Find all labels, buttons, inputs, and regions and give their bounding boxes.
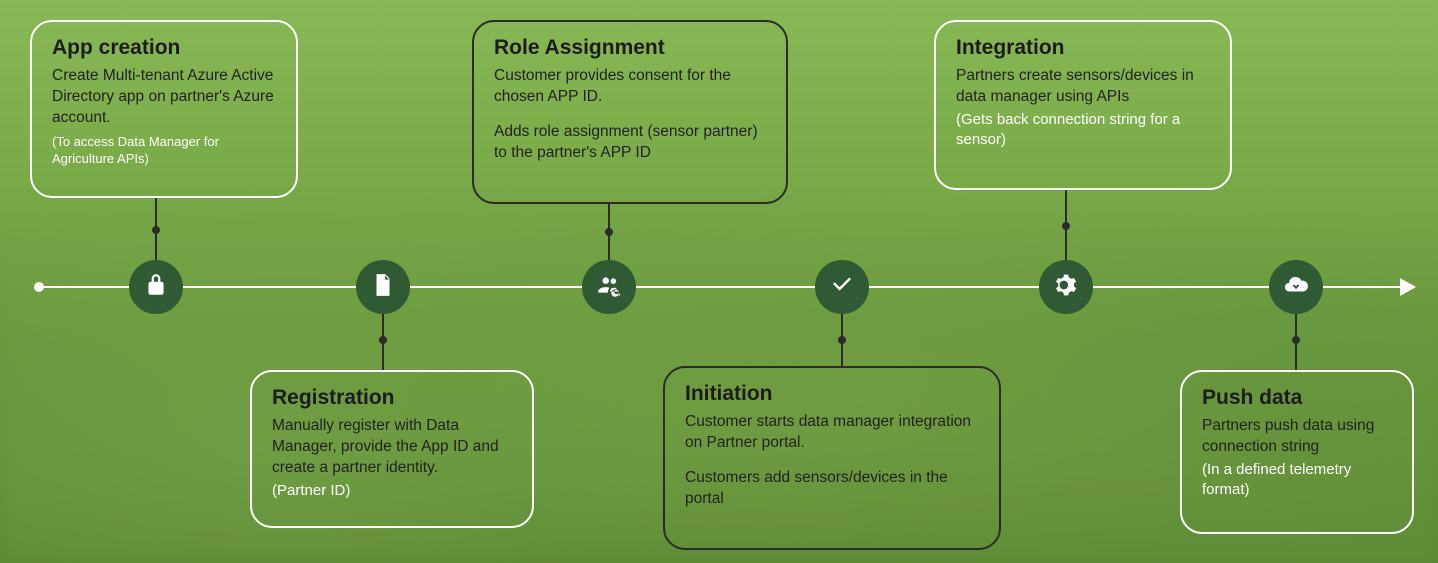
initiation-body: Customer starts data manager integration… <box>685 412 979 454</box>
initiation-body2: Customers add sensors/devices in the por… <box>685 468 979 510</box>
diagram-stage: App creation Create Multi-tenant Azure Ac… <box>0 0 1438 563</box>
timeline-start-dot <box>34 282 44 292</box>
app-creation-card: App creation Create Multi-tenant Azure Ac… <box>30 20 298 198</box>
role-assignment-body2: Adds role assignment (sensor partner) to… <box>494 122 766 164</box>
cloud-dl-icon <box>1283 272 1309 303</box>
app-creation-title: App creation <box>52 36 276 60</box>
initiation-title: Initiation <box>685 382 979 406</box>
app-creation-subtext: (To access Data Manager for Agriculture … <box>52 133 276 168</box>
lock-icon <box>143 272 169 303</box>
doc-node <box>356 260 410 314</box>
check-icon <box>829 272 855 303</box>
registration-stem-dot <box>379 336 387 344</box>
cloud-node <box>1269 260 1323 314</box>
registration-title: Registration <box>272 386 512 410</box>
people-icon <box>596 272 622 303</box>
push-data-body: Partners push data using connection stri… <box>1202 416 1392 458</box>
role-assignment-title: Role Assignment <box>494 36 766 60</box>
app-creation-body: Create Multi-tenant Azure Active Directo… <box>52 66 276 129</box>
document-icon <box>370 272 396 303</box>
app-creation-stem-dot <box>152 226 160 234</box>
push-data-title: Push data <box>1202 386 1392 410</box>
registration-subtext: (Partner ID) <box>272 481 512 501</box>
role-assignment-stem-dot <box>605 228 613 236</box>
registration-body: Manually register with Data Manager, pro… <box>272 416 512 479</box>
push-data-stem-dot <box>1292 336 1300 344</box>
timeline-line <box>38 286 1408 288</box>
integration-card: Integration Partners create sensors/devic… <box>934 20 1232 190</box>
gear-node <box>1039 260 1093 314</box>
initiation-stem-dot <box>838 336 846 344</box>
push-data-card: Push data Partners push data using connec… <box>1180 370 1414 534</box>
role-assignment-card: Role Assignment Customer provides consent… <box>472 20 788 204</box>
integration-stem-dot <box>1062 222 1070 230</box>
push-data-subtext: (In a defined telemetry format) <box>1202 460 1392 501</box>
integration-title: Integration <box>956 36 1210 60</box>
check-node <box>815 260 869 314</box>
registration-card: Registration Manually register with Data … <box>250 370 534 528</box>
lock-node <box>129 260 183 314</box>
timeline-arrow <box>1400 278 1416 296</box>
initiation-card: Initiation Customer starts data manager i… <box>663 366 1001 550</box>
integration-body: Partners create sensors/devices in data … <box>956 66 1210 108</box>
role-assignment-body: Customer provides consent for the chosen… <box>494 66 766 108</box>
integration-subtext: (Gets back connection string for a senso… <box>956 110 1210 151</box>
gear-icon <box>1053 272 1079 303</box>
people-node <box>582 260 636 314</box>
